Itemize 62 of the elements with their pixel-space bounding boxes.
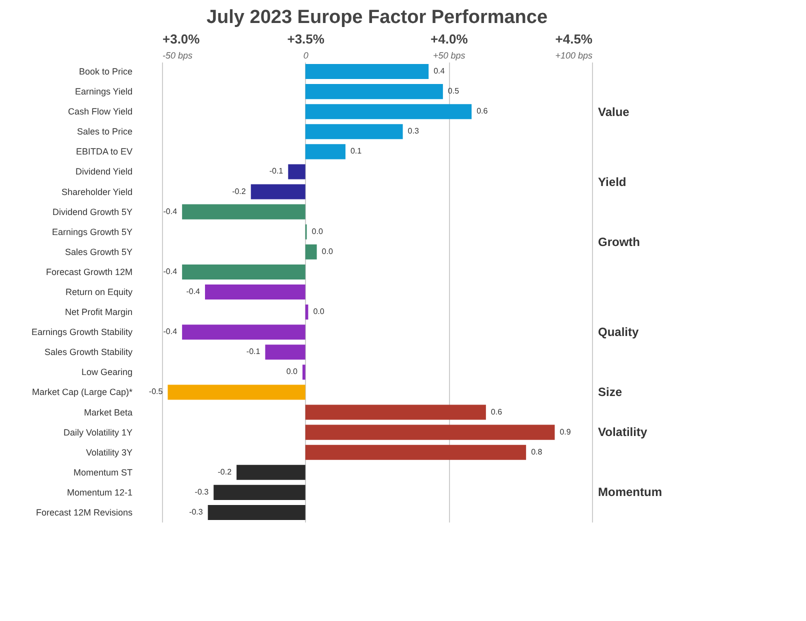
y-tick-label: Forecast Growth 12M (46, 266, 132, 277)
data-label: 0.6 (490, 407, 503, 416)
y-tick-label: Earnings Growth Stability (31, 327, 133, 338)
data-label: 0.0 (312, 226, 324, 236)
data-label: -0.1 (269, 166, 284, 176)
y-tick-label: Daily Volatility 1Y (63, 427, 132, 438)
text: Growth (598, 235, 640, 249)
x-tick-label: +3.5% (287, 32, 325, 46)
y-tick-label: Sales Growth Stability (44, 347, 133, 358)
y-tick-label: Cash Flow Yield (68, 106, 132, 117)
data-label: 0.1 (350, 146, 362, 156)
data-label: 0.3 (408, 126, 420, 136)
y-tick-label: Market Cap (Large Cap)* (32, 387, 133, 398)
y-tick-label: Momentum ST (73, 467, 133, 478)
y-tick-label: EBITDA to EV (76, 146, 132, 157)
data-label: 0.9 (560, 427, 572, 436)
y-tick-label: Market Beta (84, 407, 132, 418)
y-tick-label: Earnings Yield (74, 86, 132, 97)
data-label: -0.2 (218, 467, 232, 476)
data-label: -0.1 (246, 347, 261, 356)
x2-tick-label: -50 bps (162, 50, 194, 60)
text: Volatility (598, 425, 648, 439)
data-label: -0.4 (163, 266, 178, 276)
chart-title: July 2023 Europe Factor Performance (206, 7, 548, 28)
y-tick-label: Net Profit Margin (64, 307, 132, 318)
data-label: -0.2 (232, 186, 246, 196)
data-label: -0.3 (194, 487, 210, 496)
x-tick-label: +4.0% (430, 32, 468, 46)
data-label: -0.5 (148, 387, 164, 396)
data-label: 0.0 (313, 307, 325, 316)
text: Momentum (598, 485, 662, 499)
data-label: 0.0 (286, 367, 298, 376)
x-tick-label: +3.0% (162, 32, 200, 46)
y-tick-label: Volatility 3Y (86, 447, 132, 458)
data-label: 0.8 (531, 447, 543, 456)
data-label: 0.5 (448, 86, 460, 96)
y-tick-label: Forecast 12M Revisions (36, 507, 133, 518)
data-label: 0.6 (476, 106, 488, 116)
data-label: -0.4 (163, 327, 178, 336)
y-tick-label: Dividend Growth 5Y (52, 206, 132, 217)
x2-tick-label: +100 bps (555, 50, 593, 60)
y-tick-label: Earnings Growth 5Y (52, 226, 132, 237)
x2-tick-label: +50 bps (433, 50, 466, 60)
y-tick-label: Dividend Yield (75, 166, 132, 177)
y-tick-label: Sales to Price (76, 126, 132, 137)
text: Quality (598, 325, 639, 339)
text: Yield (598, 175, 626, 189)
data-label: -0.4 (186, 287, 201, 296)
text: Size (598, 385, 622, 399)
x-tick-label: +4.5% (555, 32, 593, 46)
x2-tick-label: 0 (303, 50, 308, 60)
y-tick-label: Sales Growth 5Y (64, 246, 132, 257)
y-tick-label: Low Gearing (81, 367, 132, 378)
data-label: -0.4 (163, 206, 178, 216)
data-label: 0.0 (322, 246, 334, 256)
y-tick-label: Return on Equity (65, 287, 133, 297)
data-label: 0.4 (434, 66, 446, 76)
y-tick-label: Book to Price (78, 66, 132, 77)
text: Value (598, 105, 630, 119)
y-tick-label: Momentum 12-1 (66, 487, 132, 498)
y-tick-label: Shareholder Yield (61, 186, 132, 197)
data-label: -0.3 (189, 507, 204, 516)
